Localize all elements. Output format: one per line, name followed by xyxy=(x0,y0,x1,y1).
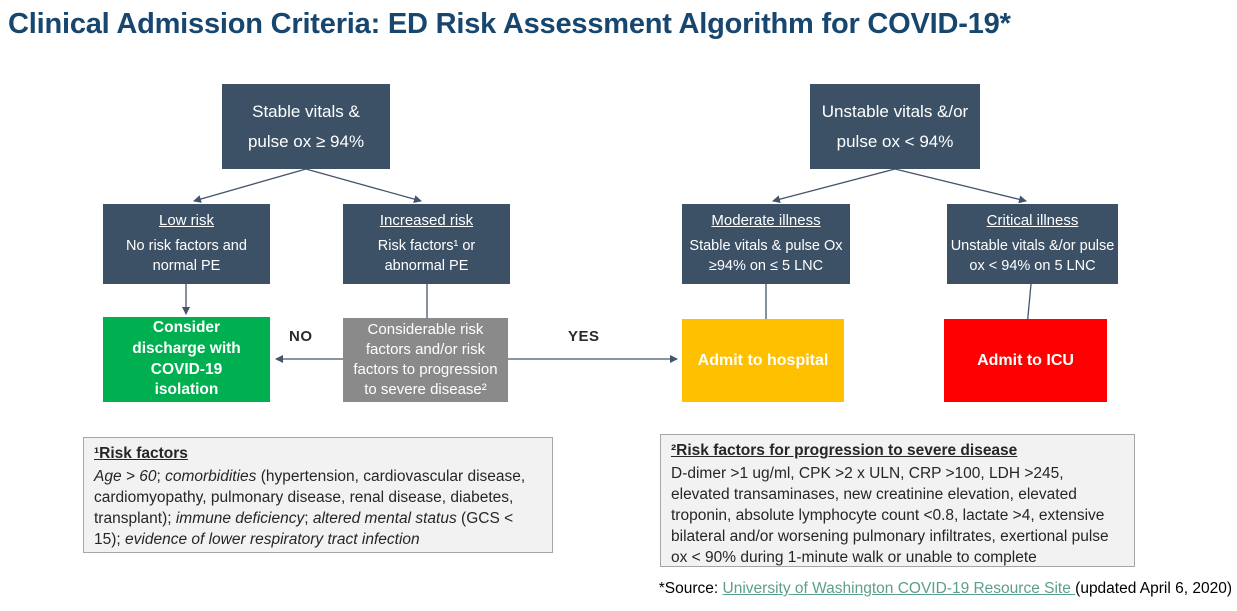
edge-label-no: NO xyxy=(289,328,313,345)
node-low-risk: Low risk No risk factors and normal PE xyxy=(103,204,270,284)
node-moderate-illness-heading: Moderate illness xyxy=(711,211,821,229)
node-stable-vitals-line2: pulse ox ≥ 94% xyxy=(247,131,365,151)
action-discharge-isolation-label: Consider discharge with COVID-19 isolati… xyxy=(132,318,241,399)
fn1-seg-lrti: evidence of lower respiratory tract infe… xyxy=(125,531,420,549)
node-unstable-vitals-line1: Unstable vitals &/or xyxy=(821,101,969,121)
node-unstable-vitals-line2: pulse ox < 94% xyxy=(836,131,954,151)
fn1-seg-sep1: ; xyxy=(156,468,166,485)
action-admit-hospital-label: Admit to hospital xyxy=(697,351,829,369)
footnote-risk-factors-heading: ¹Risk factors xyxy=(94,445,188,462)
node-stable-vitals-line1: Stable vitals & xyxy=(252,101,360,121)
node-low-risk-heading: Low risk xyxy=(158,211,214,229)
fn1-seg-age: Age > 60 xyxy=(94,468,157,485)
footnote-severe-progression-body: D-dimer >1 ug/ml, CPK >2 x ULN, CRP >100… xyxy=(671,465,1109,567)
action-admit-icu: Admit to ICU xyxy=(944,319,1107,402)
footnote-severe-progression: ²Risk factors for progression to severe … xyxy=(660,434,1135,567)
node-increased-risk-body: Risk factors¹ or abnormal PE xyxy=(377,237,476,274)
source-line: *Source: University of Washington COVID-… xyxy=(659,580,1232,598)
action-admit-icu-label: Admit to ICU xyxy=(977,351,1074,369)
node-moderate-illness-body: Stable vitals & pulse Ox ≥94% on ≤ 5 LNC xyxy=(689,237,843,274)
node-critical-illness: Critical illness Unstable vitals &/or pu… xyxy=(947,204,1118,284)
node-increased-risk: Increased risk Risk factors¹ or abnormal… xyxy=(343,204,510,284)
fn1-seg-sep2: ; xyxy=(304,510,313,528)
action-admit-hospital: Admit to hospital xyxy=(682,319,844,402)
action-discharge-isolation: Consider discharge with COVID-19 isolati… xyxy=(103,317,270,402)
edge-label-yes: YES xyxy=(568,328,600,345)
node-unstable-vitals: Unstable vitals &/or pulse ox < 94% xyxy=(810,84,980,169)
fn1-seg-comorbidities: comorbidities xyxy=(165,468,257,485)
node-increased-risk-heading: Increased risk xyxy=(379,211,474,229)
node-moderate-illness: Moderate illness Stable vitals & pulse O… xyxy=(682,204,850,284)
action-considerable-risk-label: Considerable risk factors and/or risk fa… xyxy=(353,320,498,399)
footnote-severe-progression-heading: ²Risk factors for progression to severe … xyxy=(671,442,1018,459)
node-critical-illness-heading: Critical illness xyxy=(986,211,1079,229)
source-suffix: (updated April 6, 2020) xyxy=(1075,580,1232,597)
fn1-seg-gcs: (GCS < 15); xyxy=(94,510,514,549)
fn1-seg-comorbidity-list: (hypertension, cardiovascular disease, c… xyxy=(94,468,526,528)
node-low-risk-body: No risk factors and normal PE xyxy=(126,237,247,274)
source-link[interactable]: University of Washington COVID-19 Resour… xyxy=(722,580,1076,597)
fn1-seg-immune: immune deficiency xyxy=(175,510,305,528)
footnote-risk-factors-body: Age > 60; comorbidities (hypertension, c… xyxy=(94,466,542,550)
action-considerable-risk: Considerable risk factors and/or risk fa… xyxy=(343,318,508,402)
footnote-risk-factors: ¹Risk factors Age > 60; comorbidities (h… xyxy=(83,437,553,553)
node-critical-illness-body: Unstable vitals &/or pulse ox < 94% on 5… xyxy=(950,237,1115,274)
node-stable-vitals: Stable vitals & pulse ox ≥ 94% xyxy=(222,84,390,169)
page-title: Clinical Admission Criteria: ED Risk Ass… xyxy=(8,8,1011,40)
fn1-seg-mental-status: altered mental status xyxy=(312,510,457,528)
source-prefix: *Source: xyxy=(658,580,723,597)
